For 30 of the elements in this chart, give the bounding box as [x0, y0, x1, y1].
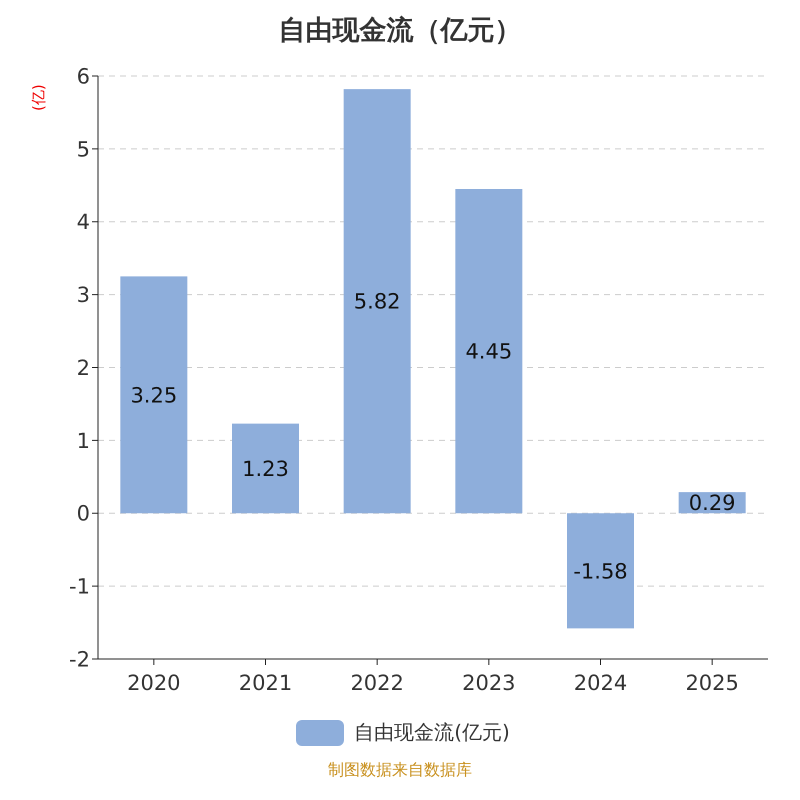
y-tick-label: -1	[69, 574, 90, 599]
y-tick-label: 4	[76, 210, 90, 234]
x-tick-label: 2023	[462, 670, 516, 695]
bar	[232, 424, 299, 514]
data-label: 3.25	[130, 383, 178, 408]
y-tick-label: 0	[76, 502, 90, 526]
bar	[455, 188, 522, 514]
y-tick-label: 6	[76, 64, 90, 88]
data-label: 4.45	[465, 340, 512, 364]
data-label: -1.58	[573, 559, 628, 584]
y-tick-label: 5	[76, 137, 90, 162]
bar	[344, 89, 411, 514]
y-tick-label: 1	[76, 428, 90, 453]
y-tick-label: 2	[76, 356, 90, 380]
bar	[120, 276, 188, 514]
data-label: 5.82	[354, 290, 401, 314]
legend-label: 自由现金流(亿元)	[354, 719, 510, 746]
y-tick-label: -2	[69, 647, 90, 672]
x-tick-label: 2021	[238, 670, 292, 695]
x-tick-label: 2025	[685, 670, 739, 695]
x-tick-label: 2024	[574, 670, 628, 695]
data-label: 0.29	[688, 491, 736, 516]
x-tick-label: 2022	[350, 670, 404, 695]
y-tick-label: 3	[76, 283, 90, 308]
bar	[567, 513, 634, 628]
text: 制图数据来自数据库	[327, 760, 473, 781]
x-tick-label: 2020	[127, 670, 181, 695]
y-axis-title: (亿)	[30, 84, 48, 111]
chart-title: 自由现金流（亿元）	[278, 14, 522, 48]
data-label: 1.23	[242, 456, 289, 481]
